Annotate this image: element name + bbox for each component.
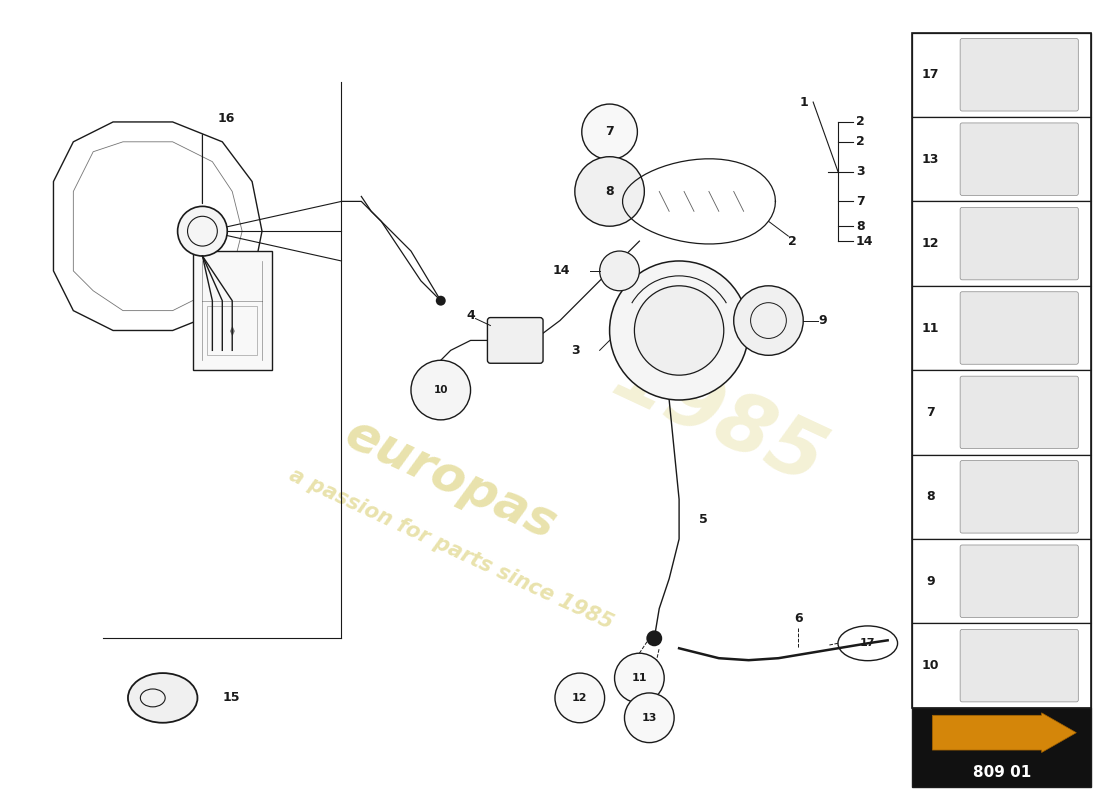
Text: 9: 9 [926,574,935,588]
Circle shape [582,104,637,160]
Text: 2: 2 [856,115,865,129]
Text: 3: 3 [856,165,865,178]
Text: 17: 17 [860,638,876,648]
Text: 1985: 1985 [601,337,837,502]
Circle shape [411,360,471,420]
Text: 11: 11 [922,322,939,334]
Text: 7: 7 [926,406,935,419]
Bar [913,623,1091,708]
Text: 13: 13 [922,153,939,166]
Circle shape [625,693,674,742]
FancyArrow shape [933,713,1076,753]
Bar [913,33,1091,117]
Circle shape [647,630,662,646]
Circle shape [635,286,724,375]
Text: 12: 12 [572,693,587,703]
FancyBboxPatch shape [960,38,1078,111]
Text: 809 01: 809 01 [972,765,1031,780]
Ellipse shape [128,673,198,722]
FancyBboxPatch shape [487,318,543,363]
Text: 1: 1 [800,95,808,109]
Text: 8: 8 [856,220,865,233]
Text: 7: 7 [605,126,614,138]
Text: 14: 14 [552,265,570,278]
Text: 15: 15 [222,691,240,705]
FancyBboxPatch shape [960,123,1078,195]
Text: 7: 7 [856,195,865,208]
FancyBboxPatch shape [960,376,1078,449]
Text: 11: 11 [631,673,647,683]
Text: 13: 13 [641,713,657,722]
Text: 3: 3 [571,344,580,357]
Text: 2: 2 [789,234,797,248]
FancyBboxPatch shape [960,545,1078,618]
Text: a passion for parts since 1985: a passion for parts since 1985 [286,465,616,633]
Polygon shape [192,251,272,370]
Text: europas: europas [338,410,564,550]
Text: 14: 14 [856,234,873,248]
Bar [913,539,1091,623]
Bar [913,454,1091,539]
Circle shape [436,296,446,306]
FancyBboxPatch shape [960,292,1078,364]
Text: 16: 16 [218,112,234,125]
Text: 10: 10 [433,385,448,395]
Circle shape [734,286,803,355]
Text: 6: 6 [794,612,803,625]
Bar [913,33,1091,708]
Bar [913,708,1091,787]
Bar [913,202,1091,286]
Bar [913,370,1091,454]
Text: 2: 2 [856,135,865,148]
Circle shape [600,251,639,290]
Circle shape [615,654,664,703]
Text: 8: 8 [605,185,614,198]
Bar [208,306,257,355]
Text: 10: 10 [922,659,939,672]
Circle shape [177,206,228,256]
Circle shape [575,157,645,226]
FancyBboxPatch shape [960,630,1078,702]
Text: 4: 4 [466,309,475,322]
Text: 17: 17 [922,68,939,82]
Text: 12: 12 [922,237,939,250]
Text: 5: 5 [698,513,707,526]
Bar [913,286,1091,370]
Circle shape [556,673,605,722]
Text: 9: 9 [818,314,827,327]
Circle shape [609,261,749,400]
FancyBboxPatch shape [960,207,1078,280]
Text: ⧫: ⧫ [230,326,234,336]
Bar [913,117,1091,202]
Text: 8: 8 [926,490,935,503]
FancyBboxPatch shape [960,461,1078,533]
